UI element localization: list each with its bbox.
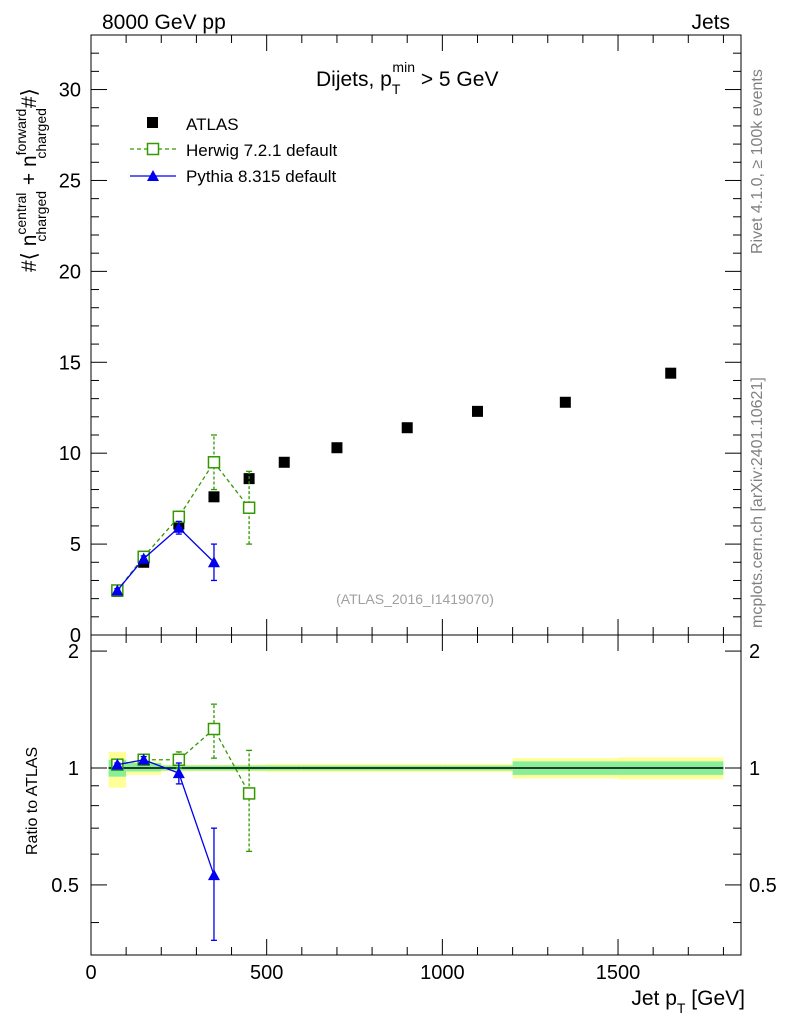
x-tick-label: 500 bbox=[250, 962, 283, 984]
ratio-series bbox=[111, 703, 256, 941]
series-2 bbox=[111, 520, 220, 596]
ratio-y-tick-label: 2 bbox=[68, 641, 79, 663]
y-tick-label: 0 bbox=[70, 625, 81, 647]
ratio-frame bbox=[90, 634, 742, 956]
legend: ATLAS Herwig 7.2.1 default Pythia 8.315 … bbox=[130, 115, 337, 186]
legend-herwig-marker bbox=[146, 142, 160, 156]
inner-band bbox=[126, 763, 162, 772]
data-point bbox=[278, 456, 290, 468]
legend-herwig-label: Herwig 7.2.1 default bbox=[186, 141, 337, 160]
x-tick-label: 1500 bbox=[596, 962, 641, 984]
y-tick-label: 15 bbox=[59, 352, 81, 374]
ratio-point bbox=[111, 758, 124, 770]
data-point bbox=[172, 521, 185, 533]
main-title: Dijets, pTmin > 5 GeV bbox=[316, 59, 498, 97]
ratio-uncertainty-bands bbox=[108, 751, 724, 788]
y-tick-label: 5 bbox=[70, 534, 81, 556]
y-tick-label: 20 bbox=[59, 261, 81, 283]
main-series bbox=[111, 367, 677, 597]
y-tick-label: 10 bbox=[59, 443, 81, 465]
y-tick-label: 25 bbox=[59, 170, 81, 192]
data-point bbox=[242, 501, 256, 514]
ratio-point bbox=[172, 767, 185, 779]
legend-pythia-marker bbox=[147, 170, 159, 181]
source-label: mcplots.cern.ch [arXiv:2401.10621] bbox=[749, 377, 766, 628]
ratio-point bbox=[137, 753, 150, 765]
x-tick-label: 1000 bbox=[420, 962, 465, 984]
main-axis-ticks: 0 5 10 15 20 25 30 bbox=[59, 34, 741, 647]
data-point bbox=[471, 405, 483, 417]
energy-label: 8000 GeV pp bbox=[102, 11, 226, 34]
ratio-panel: 0.5 0.5 1 1 2 2 0 500 1000 1500 Ratio to ATLAS Je… bbox=[24, 634, 777, 1016]
ratio-y-tick-label-right: 2 bbox=[749, 641, 760, 663]
series-line bbox=[116, 526, 215, 591]
main-y-axis-label: #⟨ ncentral charged + nforward charged#⟩ bbox=[13, 88, 49, 272]
legend-atlas-label: ATLAS bbox=[186, 115, 239, 134]
ratio-y-tick-label: 1 bbox=[68, 758, 79, 780]
process-label: Jets bbox=[691, 11, 730, 34]
ratio-y-tick-label-right: 1 bbox=[749, 758, 760, 780]
data-point bbox=[137, 552, 150, 564]
data-point bbox=[172, 510, 186, 524]
data-point bbox=[401, 422, 413, 434]
data-point bbox=[207, 556, 220, 568]
x-axis-label: Jet pT [GeV] bbox=[631, 987, 745, 1016]
ratio-point bbox=[207, 869, 220, 881]
ratio-y-tick-label: 0.5 bbox=[51, 875, 79, 897]
ratio-y-tick-label-right: 0.5 bbox=[749, 875, 777, 897]
series-0 bbox=[111, 367, 677, 597]
series-line bbox=[116, 461, 250, 591]
ratio-axis-ticks: 0.5 0.5 1 1 2 2 0 500 1000 1500 bbox=[51, 635, 777, 984]
ratio-series-line bbox=[117, 759, 215, 876]
data-point bbox=[111, 584, 124, 596]
ratio-point bbox=[242, 787, 256, 800]
data-point bbox=[559, 396, 571, 408]
y-tick-label: 30 bbox=[59, 80, 81, 102]
legend-pythia-label: Pythia 8.315 default bbox=[186, 167, 337, 186]
rivet-version-label: Rivet 4.1.0, ≥ 100k events bbox=[749, 69, 766, 254]
main-panel: 0 5 10 15 20 25 30 Dijets, pTmin > 5 GeV #⟨ nc… bbox=[13, 34, 742, 647]
analysis-watermark: (ATLAS_2016_I1419070) bbox=[336, 591, 494, 607]
data-point bbox=[208, 491, 220, 503]
ratio-y-axis-label: Ratio to ATLAS bbox=[24, 747, 41, 855]
ratio-series-1 bbox=[111, 753, 220, 941]
legend-atlas-marker bbox=[147, 117, 158, 128]
data-point bbox=[207, 456, 221, 469]
x-tick-label: 0 bbox=[85, 962, 96, 984]
ratio-point bbox=[207, 722, 221, 736]
data-point bbox=[665, 367, 677, 379]
data-point bbox=[331, 442, 343, 454]
